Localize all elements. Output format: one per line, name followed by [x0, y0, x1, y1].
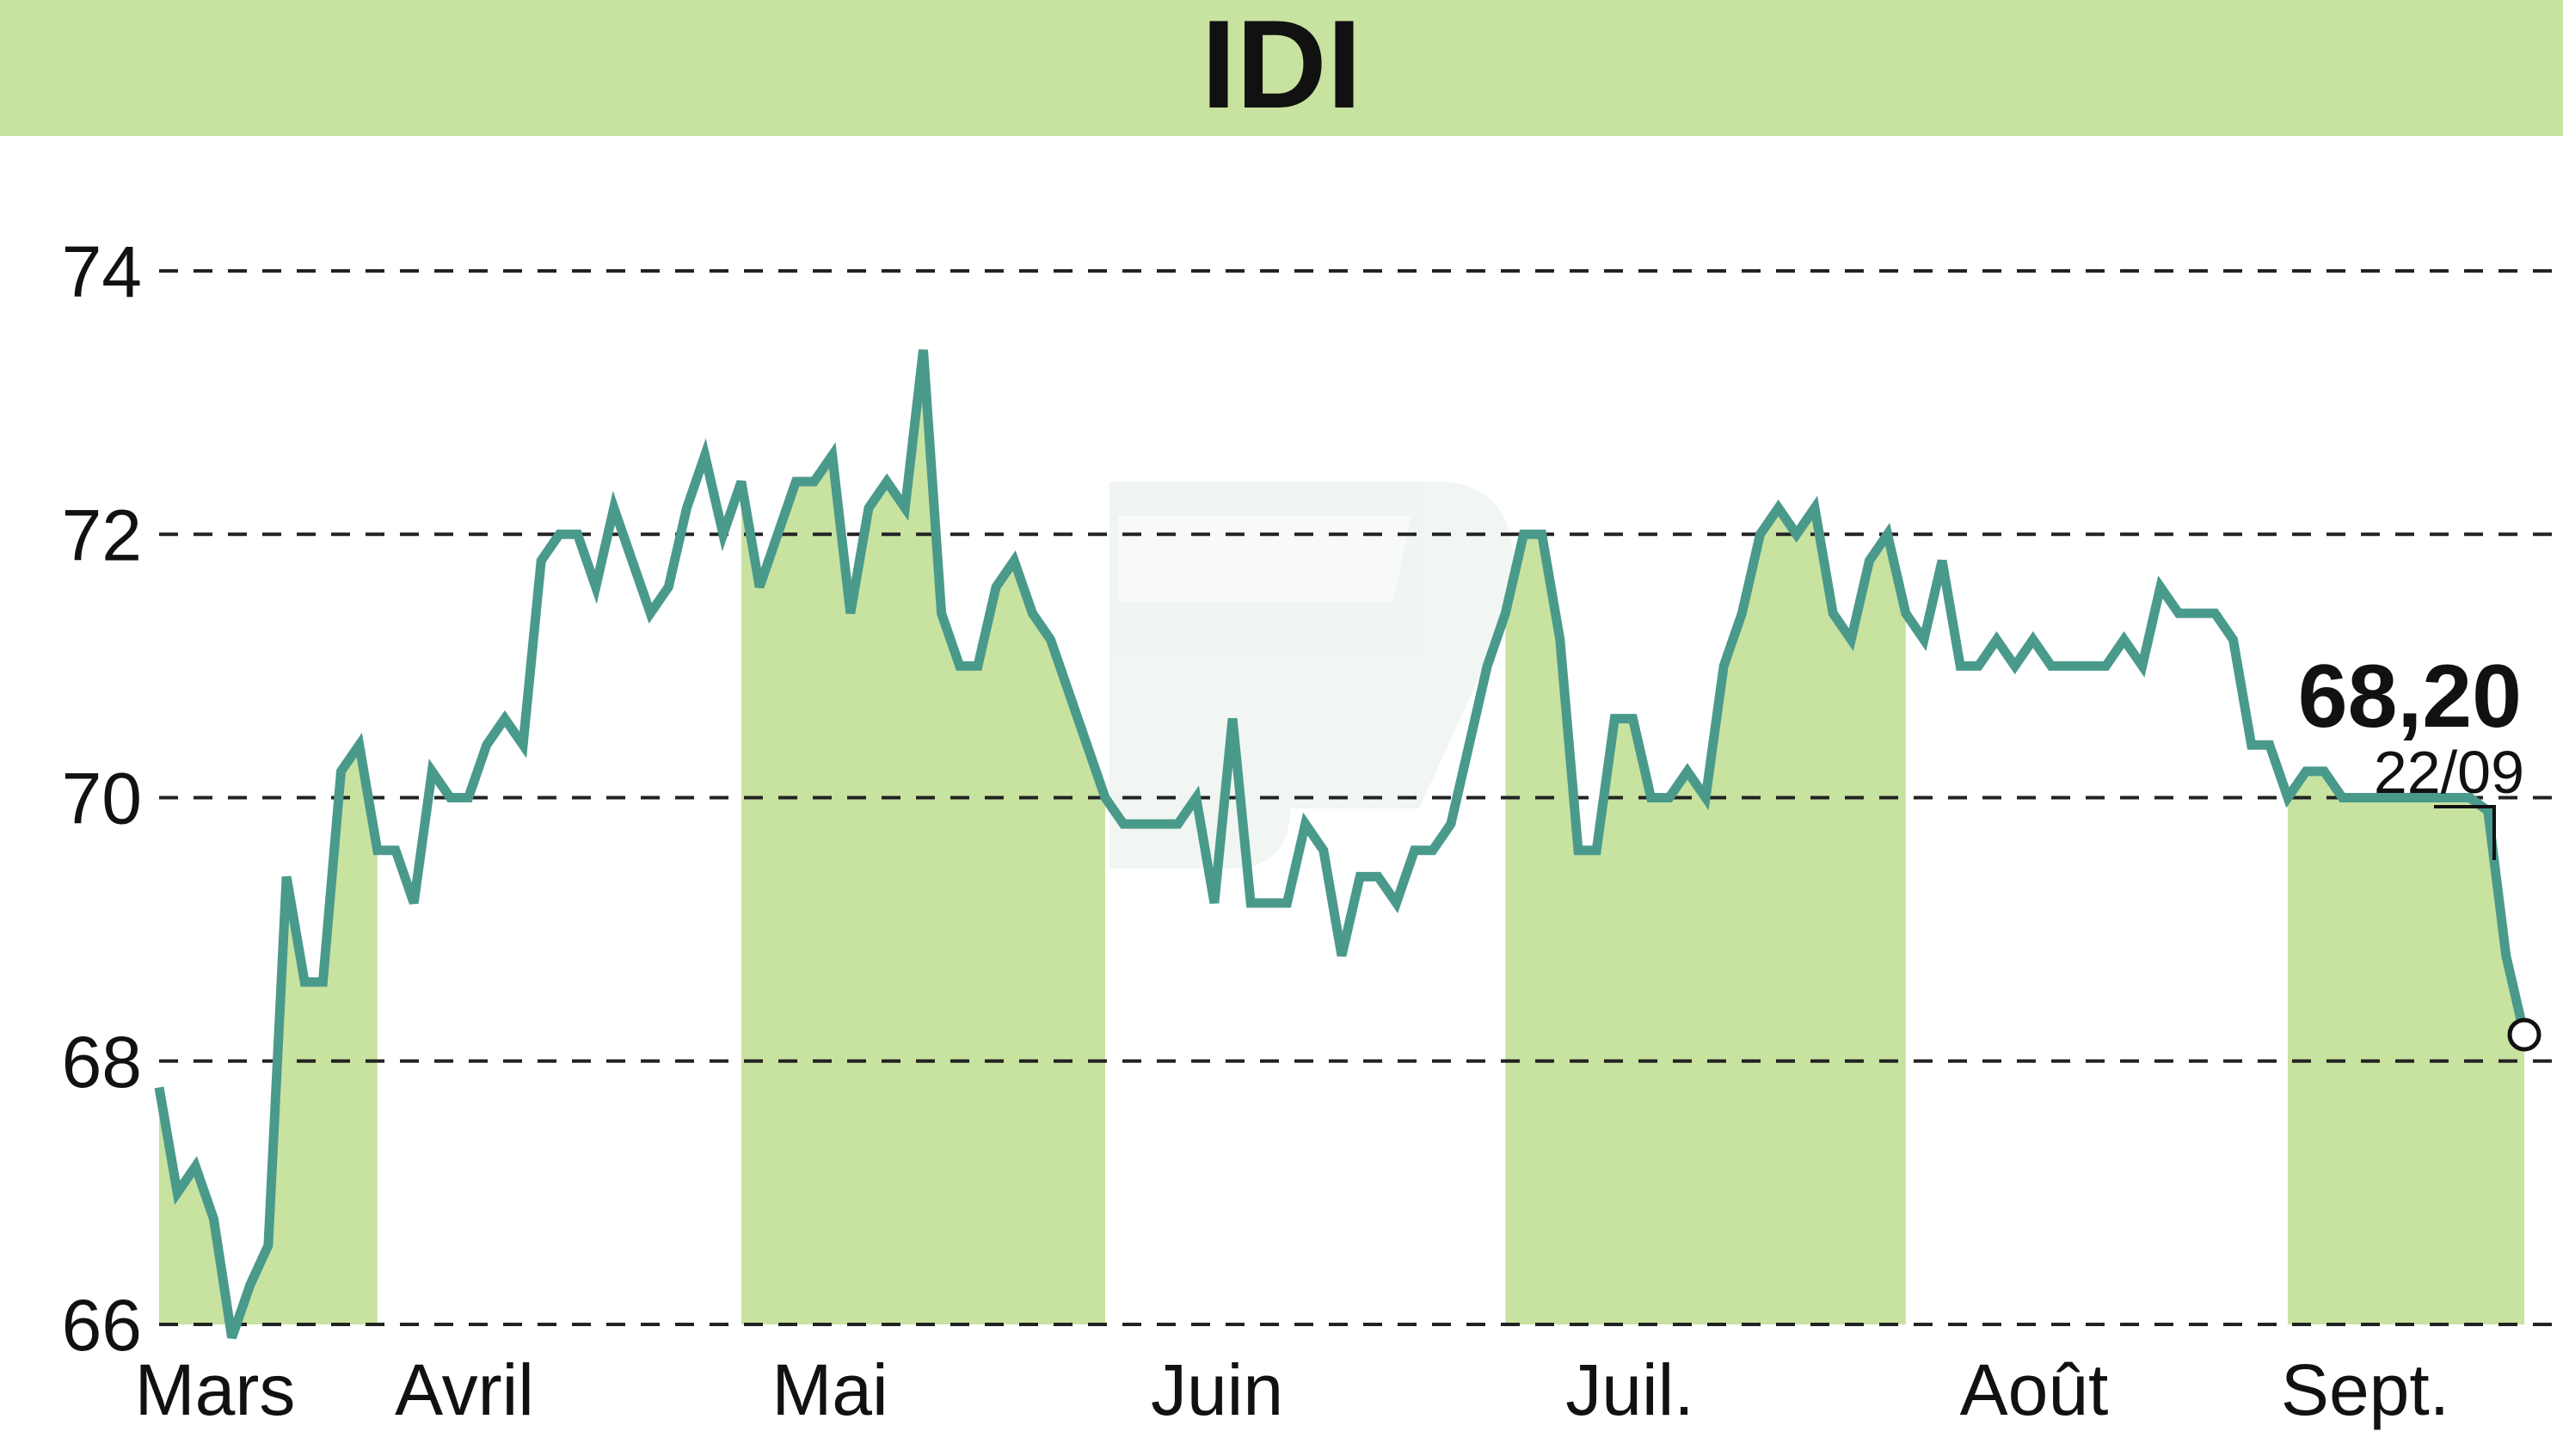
- title-banner: [0, 0, 2563, 136]
- x-tick-label: Avril: [395, 1349, 534, 1430]
- month-bands: [159, 349, 2524, 1338]
- y-tick-label: 70: [62, 759, 142, 839]
- last-date-label: 22/09: [2374, 739, 2524, 806]
- y-tick-label: 68: [62, 1022, 142, 1103]
- x-tick-label: Mai: [771, 1349, 888, 1430]
- month-band-6: [2288, 771, 2524, 1324]
- x-tick-label: Juin: [1151, 1349, 1283, 1430]
- last-value-annotation: 68,20 22/09: [2298, 647, 2541, 1052]
- last-value-label: 68,20: [2298, 647, 2522, 746]
- y-tick-label: 72: [62, 495, 142, 575]
- chart-title: IDI: [1202, 0, 1362, 134]
- month-band-2: [741, 349, 1105, 1324]
- last-point-marker: [2507, 1017, 2541, 1052]
- x-tick-label: Juil.: [1565, 1349, 1693, 1430]
- price-series: [154, 349, 2529, 1340]
- x-tick-labels: Mars Avril Mai Juin Juil. Août Sept.: [135, 1349, 2449, 1430]
- month-band-4: [1505, 507, 1906, 1324]
- price-line: [154, 349, 2529, 1340]
- x-tick-label: Sept.: [2281, 1349, 2449, 1430]
- leader-line: [2434, 805, 2496, 860]
- x-tick-label: Mars: [135, 1349, 296, 1430]
- gridlines: [159, 269, 2563, 1326]
- x-tick-label: Août: [1960, 1349, 2109, 1430]
- month-band-0: [159, 745, 378, 1338]
- watermark-logo: [1109, 482, 1514, 869]
- y-tick-label: 66: [62, 1285, 142, 1366]
- y-tick-labels: 66 68 70 72 74: [62, 231, 142, 1366]
- y-tick-label: 74: [62, 231, 142, 312]
